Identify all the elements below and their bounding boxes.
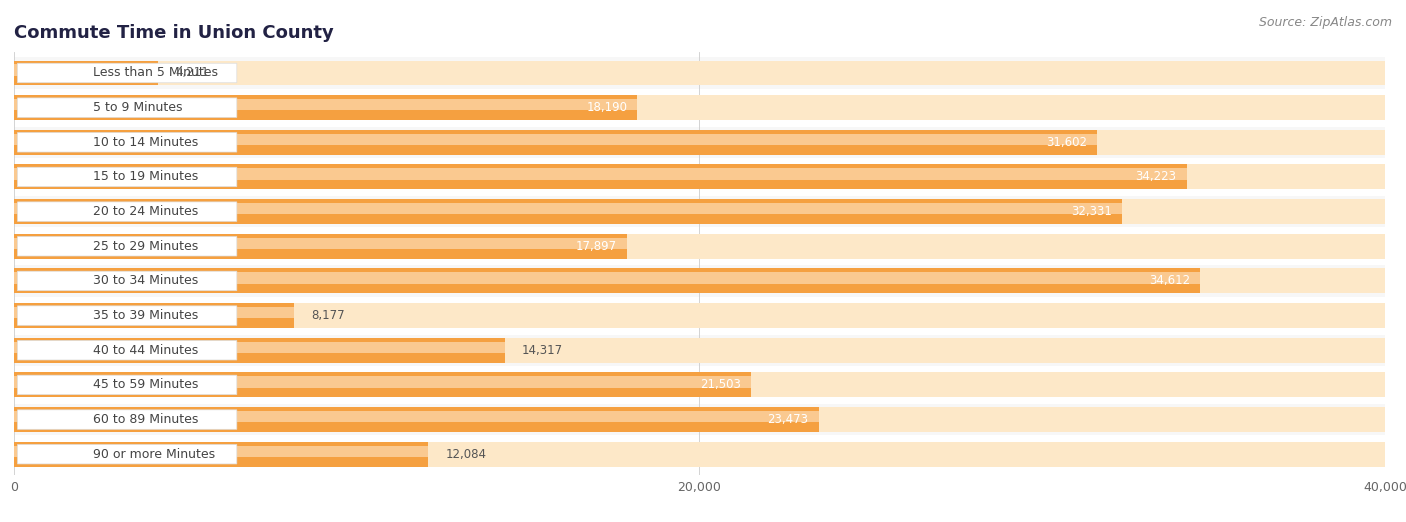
- Bar: [14, 234, 1385, 259]
- FancyBboxPatch shape: [17, 98, 236, 117]
- Bar: [14, 169, 1187, 180]
- Text: 40 to 44 Minutes: 40 to 44 Minutes: [93, 344, 198, 357]
- FancyBboxPatch shape: [17, 133, 236, 152]
- Bar: [14, 376, 751, 387]
- FancyBboxPatch shape: [17, 236, 236, 256]
- Bar: [14, 341, 505, 353]
- Bar: [14, 407, 1385, 432]
- Text: 34,223: 34,223: [1136, 171, 1177, 183]
- Bar: [14, 370, 1385, 400]
- Text: 20 to 24 Minutes: 20 to 24 Minutes: [93, 205, 198, 218]
- Text: 5 to 9 Minutes: 5 to 9 Minutes: [93, 101, 183, 114]
- Bar: [14, 199, 1385, 224]
- Text: 4,211: 4,211: [176, 66, 209, 79]
- Bar: [14, 95, 1385, 120]
- Bar: [14, 438, 1385, 470]
- Text: Less than 5 Minutes: Less than 5 Minutes: [93, 66, 218, 79]
- Bar: [14, 307, 294, 318]
- Bar: [14, 238, 627, 249]
- Bar: [14, 61, 159, 86]
- Text: 35 to 39 Minutes: 35 to 39 Minutes: [93, 309, 198, 322]
- Bar: [14, 57, 1385, 89]
- Bar: [14, 404, 1385, 435]
- FancyBboxPatch shape: [17, 445, 236, 464]
- FancyBboxPatch shape: [17, 63, 236, 82]
- Text: 60 to 89 Minutes: 60 to 89 Minutes: [93, 413, 198, 426]
- Text: 45 to 59 Minutes: 45 to 59 Minutes: [93, 378, 198, 392]
- Bar: [14, 64, 159, 76]
- Text: 30 to 34 Minutes: 30 to 34 Minutes: [93, 275, 198, 288]
- Bar: [14, 338, 1385, 363]
- Text: 18,190: 18,190: [586, 101, 627, 114]
- Text: 32,331: 32,331: [1071, 205, 1112, 218]
- Bar: [14, 372, 1385, 397]
- Bar: [14, 372, 751, 397]
- Bar: [14, 134, 1097, 145]
- Bar: [14, 338, 505, 363]
- Bar: [14, 164, 1187, 189]
- Text: 14,317: 14,317: [522, 344, 562, 357]
- Bar: [14, 95, 637, 120]
- Bar: [14, 335, 1385, 366]
- Bar: [14, 303, 294, 328]
- Bar: [14, 164, 1385, 189]
- FancyBboxPatch shape: [17, 410, 236, 429]
- FancyBboxPatch shape: [17, 375, 236, 395]
- Bar: [14, 127, 1385, 158]
- FancyBboxPatch shape: [17, 271, 236, 291]
- Text: 23,473: 23,473: [768, 413, 808, 426]
- Bar: [14, 92, 1385, 123]
- Bar: [14, 161, 1385, 193]
- Text: 90 or more Minutes: 90 or more Minutes: [93, 448, 215, 461]
- Bar: [14, 203, 1122, 214]
- FancyBboxPatch shape: [17, 202, 236, 221]
- Bar: [14, 199, 1122, 224]
- Bar: [14, 442, 1385, 467]
- Text: 34,612: 34,612: [1149, 275, 1189, 288]
- Text: 12,084: 12,084: [446, 448, 486, 461]
- Text: 15 to 19 Minutes: 15 to 19 Minutes: [93, 171, 198, 183]
- Text: Commute Time in Union County: Commute Time in Union County: [14, 25, 333, 42]
- Bar: [14, 446, 429, 457]
- Bar: [14, 130, 1097, 155]
- Bar: [14, 411, 818, 422]
- FancyBboxPatch shape: [17, 167, 236, 187]
- Bar: [14, 268, 1385, 293]
- FancyBboxPatch shape: [17, 340, 236, 360]
- Text: 8,177: 8,177: [312, 309, 344, 322]
- Bar: [14, 442, 429, 467]
- Bar: [14, 234, 627, 259]
- Text: 17,897: 17,897: [576, 240, 617, 253]
- Bar: [14, 300, 1385, 331]
- Bar: [14, 196, 1385, 227]
- Bar: [14, 407, 818, 432]
- Text: 25 to 29 Minutes: 25 to 29 Minutes: [93, 240, 198, 253]
- Bar: [14, 99, 637, 110]
- Text: 21,503: 21,503: [700, 378, 741, 392]
- Bar: [14, 130, 1385, 155]
- Text: Source: ZipAtlas.com: Source: ZipAtlas.com: [1258, 16, 1392, 29]
- Bar: [14, 231, 1385, 262]
- Bar: [14, 61, 1385, 86]
- Bar: [14, 268, 1201, 293]
- Bar: [14, 272, 1201, 283]
- Bar: [14, 265, 1385, 296]
- Text: 31,602: 31,602: [1046, 136, 1087, 149]
- Bar: [14, 303, 1385, 328]
- Text: 10 to 14 Minutes: 10 to 14 Minutes: [93, 136, 198, 149]
- FancyBboxPatch shape: [17, 306, 236, 325]
